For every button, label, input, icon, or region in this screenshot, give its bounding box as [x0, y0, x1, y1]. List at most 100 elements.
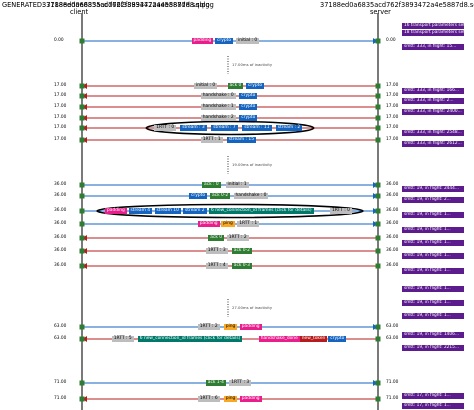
server-timestamp: 36.00	[386, 248, 399, 253]
frame-label[interactable]: stream : 15	[226, 137, 256, 143]
frame-label[interactable]: stream : 2	[275, 125, 303, 131]
client-timestamp: 36.00	[54, 221, 67, 226]
frame-label[interactable]: 1RTT : 6	[197, 396, 220, 402]
metric-label[interactable]: 18 transport parameters set	[402, 30, 464, 36]
frame-label[interactable]: ack 0-3	[231, 263, 252, 269]
frame-label[interactable]: 1RTT : 3	[229, 380, 252, 386]
frame-label[interactable]: 1RTT : 1	[237, 221, 260, 227]
metric-label[interactable]: 16 transport parameters set	[402, 23, 464, 29]
server-timestamp: 17.00	[386, 93, 399, 98]
frame-label[interactable]: handshake : 1	[200, 104, 236, 110]
metric-label[interactable]: smtt: 333, in flight: 166...	[402, 88, 464, 94]
server-timestamp: 63.00	[386, 324, 399, 329]
server-event-marker	[375, 193, 381, 199]
frame-label[interactable]: handshake : 0	[200, 93, 236, 99]
client-event-marker	[79, 193, 85, 199]
client-timestamp: 17.00	[54, 115, 67, 120]
client-timestamp: 63.00	[54, 324, 67, 329]
metric-label[interactable]: smtt: 19, in flight: 1...	[402, 253, 464, 259]
frame-label[interactable]: 1RTT : 3	[205, 248, 228, 254]
client-event-marker	[79, 83, 85, 89]
frame-label[interactable]: ping	[221, 221, 235, 227]
frame-label[interactable]: ack 0	[227, 83, 244, 89]
client-event-marker	[79, 263, 85, 269]
frame-label[interactable]: 6 new_connection_id frames (click for de…	[209, 208, 314, 214]
metric-label[interactable]: smtt: 333, in flight: 2612...	[402, 141, 464, 147]
client-timestamp: 63.00	[54, 336, 67, 341]
server-event-marker	[375, 137, 381, 143]
frame-label[interactable]: 1RTT : 1	[200, 137, 223, 143]
metric-label[interactable]: smtt: 19, in flight: 1...	[402, 286, 464, 292]
metric-label[interactable]: smtt: 19, in flight: 1406...	[402, 332, 464, 338]
frame-label[interactable]: padding	[197, 221, 220, 227]
frame-label[interactable]: new_token	[299, 336, 328, 342]
frame-label[interactable]: stream : 11	[242, 125, 272, 131]
server-event-marker	[375, 235, 381, 241]
metric-label[interactable]: smtt: 19, in flight: 1...	[402, 240, 464, 246]
frame-label[interactable]: 1RTT : 2	[197, 324, 220, 330]
frame-label[interactable]: handshake : 0	[233, 193, 269, 199]
frame-label[interactable]: 1RTT : 2	[226, 235, 249, 241]
client-event-marker	[79, 336, 85, 342]
frame-label[interactable]: ack : 0	[202, 182, 221, 188]
frame-label[interactable]: crypto	[239, 115, 258, 121]
metric-label[interactable]: smtt: 17, in flight: 1...	[402, 403, 464, 409]
frame-label[interactable]: padding	[239, 324, 262, 330]
frame-label[interactable]: crypto	[239, 104, 258, 110]
metric-label[interactable]: smtt: 19, in flight: 1...	[402, 268, 464, 274]
frame-label[interactable]: padding	[239, 396, 262, 402]
frame-label[interactable]: crypto	[239, 93, 258, 99]
server-role-label: server	[370, 8, 391, 16]
server-event-marker	[375, 324, 381, 330]
frame-label[interactable]: crypto	[215, 38, 234, 44]
metric-label[interactable]: smtt: 19, in flight: 2215...	[402, 345, 464, 351]
frame-label[interactable]: handshake_done	[258, 336, 300, 342]
server-event-marker	[375, 248, 381, 254]
client-event-marker	[79, 104, 85, 110]
frame-label[interactable]: stream 4	[128, 208, 153, 214]
frame-label[interactable]: padding	[105, 208, 127, 214]
frame-label[interactable]: 1RTT : 5	[111, 336, 134, 342]
frame-label[interactable]: stream 2	[183, 208, 207, 214]
metric-label[interactable]: smtt: 333, in flight: 15...	[402, 44, 464, 50]
client-event-marker	[79, 221, 85, 227]
frame-label[interactable]: crypto	[189, 193, 208, 199]
frame-label[interactable]: crypto	[328, 336, 347, 342]
server-timestamp: 36.00	[386, 235, 399, 240]
frame-label[interactable]: ping	[223, 324, 238, 330]
frame-label[interactable]: ack 0-2	[210, 193, 231, 199]
frame-label[interactable]: initial : 0	[236, 38, 260, 44]
metric-label[interactable]: smtt: 333, in flight: 2400...	[402, 109, 464, 115]
metric-label[interactable]: smtt: 19, in flight: 1...	[402, 227, 464, 233]
frame-label[interactable]: 6 new_connection_id frames (click for de…	[137, 336, 243, 342]
frame-label[interactable]: ack 0	[208, 235, 225, 241]
metric-label[interactable]: smtt: 17, in flight: 1...	[402, 393, 464, 399]
metric-label[interactable]: smtt: 19, in flight: 1...	[402, 313, 464, 319]
frame-label[interactable]: 1RTT : 0	[154, 125, 177, 131]
frame-label[interactable]: ack 1-4	[205, 380, 226, 386]
server-event-marker	[375, 396, 381, 402]
frame-label[interactable]: initial : 0	[194, 83, 218, 89]
frame-label[interactable]: crypto	[246, 83, 265, 89]
frame-label[interactable]: 1RTT : 0	[330, 208, 352, 214]
client-timestamp: 36.00	[54, 235, 67, 240]
frame-label[interactable]: stream 10	[154, 208, 181, 214]
frame-label[interactable]: ack 0-2	[231, 248, 252, 254]
metric-label[interactable]: smtt: 19, in flight: 2...	[402, 197, 464, 203]
frame-label[interactable]: padding	[191, 38, 214, 44]
metric-label[interactable]: smtt: 333, in flight: 2548...	[402, 130, 464, 136]
client-timestamp: 17.00	[54, 104, 67, 109]
server-timestamp: 17.00	[386, 104, 399, 109]
client-timestamp: 17.00	[54, 93, 67, 98]
frame-label[interactable]: handshake : 2	[200, 115, 236, 121]
frame-label[interactable]: stream : 7	[211, 125, 238, 131]
frame-label[interactable]: 1RTT : 4	[205, 263, 228, 269]
metric-label[interactable]: smtt: 333, in flight: 2...	[402, 98, 464, 104]
frame-label[interactable]: ping	[223, 396, 238, 402]
metric-label[interactable]: smtt: 19, in flight: 1...	[402, 212, 464, 218]
metric-label[interactable]: smtt: 19, in flight: 1...	[402, 300, 464, 306]
frame-label[interactable]: stream : 3	[180, 125, 207, 131]
frame-label[interactable]: initial : 1	[225, 182, 249, 188]
metric-label[interactable]: smtt: 19, in flight: 2444...	[402, 186, 464, 192]
client-event-marker	[79, 248, 85, 254]
